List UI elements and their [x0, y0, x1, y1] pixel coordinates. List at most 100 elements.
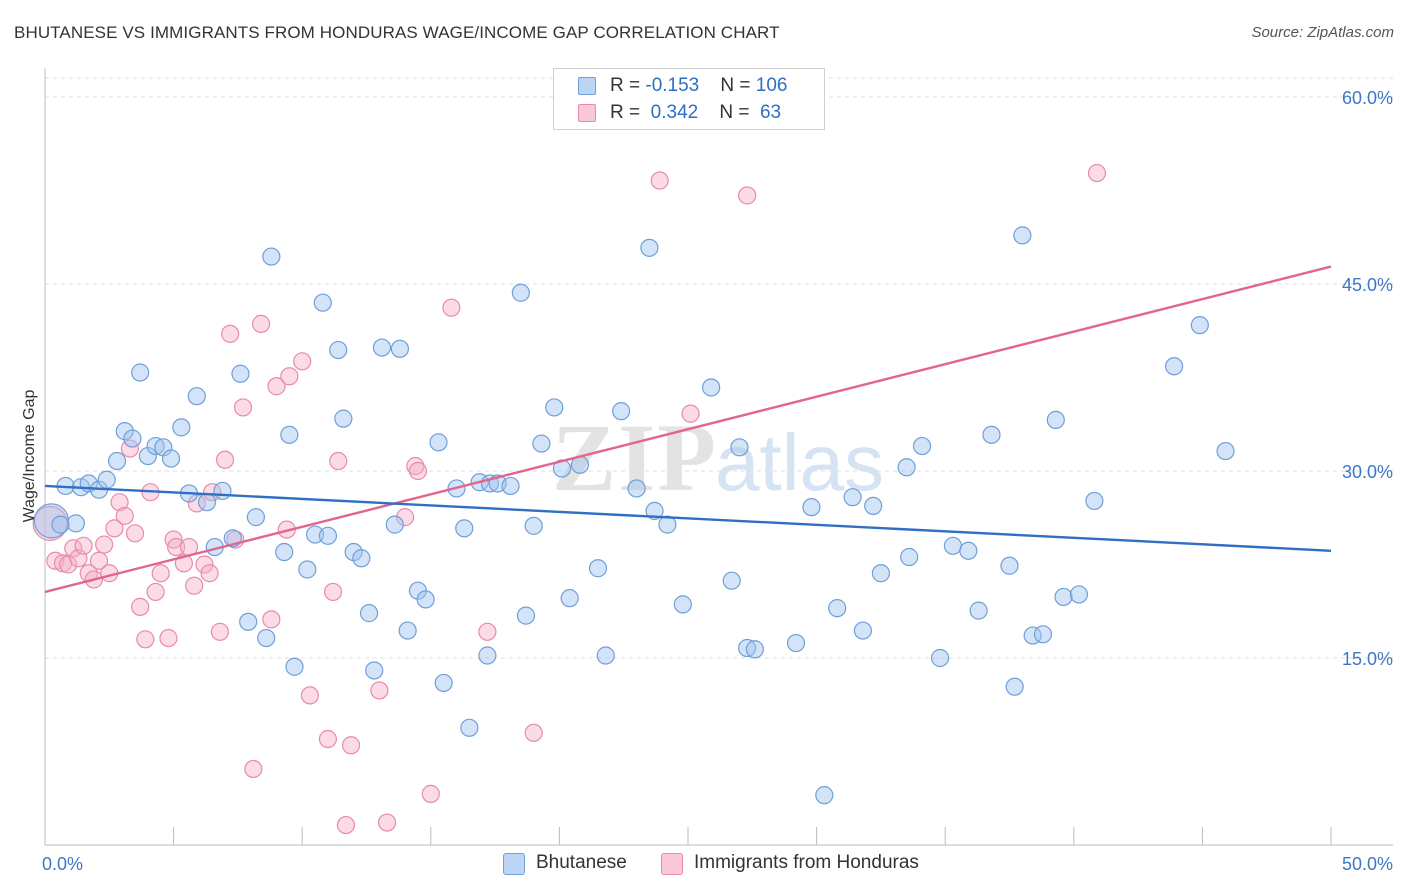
bhutanese-point — [645, 501, 664, 520]
bhutanese-point — [1165, 357, 1184, 376]
bhutanese-point — [365, 661, 384, 680]
bhutanese-point — [864, 496, 883, 516]
bhutanese-point — [257, 628, 276, 648]
source-credit: Source: ZipAtlas.com — [1251, 24, 1394, 41]
honduras-point — [329, 451, 348, 471]
bottom-legend-swatch-pink — [661, 853, 683, 875]
legend-r-value: -0.153 — [645, 75, 700, 96]
bhutanese-point — [429, 433, 448, 452]
honduras-point — [167, 537, 186, 557]
bhutanese-point — [673, 595, 692, 614]
bhutanese-point — [658, 515, 677, 534]
honduras-point — [125, 524, 145, 543]
y-tick-label: 15.0% — [1342, 649, 1393, 669]
honduras-point — [650, 171, 669, 190]
honduras-point — [406, 456, 425, 476]
bhutanese-point — [460, 718, 479, 737]
bottom-legend-label-bhutanese: Bhutanese — [536, 852, 627, 873]
bhutanese-point — [1085, 491, 1104, 511]
legend-r-label: R = — [610, 102, 646, 123]
bhutanese-trend-line — [44, 484, 1332, 552]
honduras-point — [215, 450, 235, 469]
legend-n-value: 63 — [754, 102, 782, 123]
honduras-point — [200, 564, 219, 583]
honduras-point — [210, 622, 229, 641]
bhutanese-point — [1046, 410, 1065, 429]
honduras-point — [377, 813, 397, 832]
honduras-point — [59, 555, 78, 574]
bhutanese-point — [871, 564, 891, 583]
bhutanese-point — [738, 638, 757, 658]
bhutanese-point — [516, 606, 536, 625]
bhutanese-point — [745, 640, 764, 659]
bhutanese-points — [33, 226, 1235, 805]
bhutanese-point — [802, 498, 821, 517]
legend-r-label: R = — [610, 75, 646, 96]
bhutanese-point — [359, 604, 379, 623]
honduras-point — [323, 582, 343, 602]
bhutanese-point — [285, 657, 304, 676]
x-tick-label-min: 0.0% — [42, 854, 83, 874]
bhutanese-point — [318, 526, 338, 545]
honduras-point — [478, 622, 497, 641]
bottom-legend-swatch-blue — [503, 853, 525, 875]
bhutanese-point — [1013, 226, 1032, 245]
honduras-points — [32, 163, 1107, 835]
honduras-point — [105, 519, 124, 538]
bhutanese-point — [385, 515, 404, 534]
bhutanese-point — [280, 425, 299, 444]
honduras-point — [1087, 163, 1107, 183]
bottom-legend-label-honduras: Immigrants from Honduras — [694, 852, 919, 873]
y-tick-label: 45.0% — [1342, 275, 1393, 295]
bhutanese-point — [107, 451, 127, 471]
bhutanese-point — [298, 560, 317, 579]
bhutanese-point — [161, 449, 181, 468]
bhutanese-point — [197, 493, 217, 512]
honduras-point — [341, 736, 361, 755]
bhutanese-point — [786, 633, 806, 653]
honduras-point — [681, 404, 700, 423]
bhutanese-point — [372, 338, 392, 357]
bhutanese-point — [455, 519, 474, 538]
honduras-point — [221, 324, 240, 343]
honduras-point — [151, 564, 170, 583]
honduras-point — [136, 630, 155, 649]
honduras-point — [300, 686, 320, 705]
bhutanese-point — [627, 479, 646, 498]
zipatlas-watermark: ZIP atlas — [552, 404, 884, 511]
bhutanese-point — [262, 247, 281, 266]
bhutanese-point — [982, 425, 1001, 444]
bhutanese-point — [66, 514, 85, 533]
legend-n-value: 106 — [755, 75, 788, 96]
bhutanese-point — [1000, 556, 1019, 575]
y-tick-labels: 15.0% 30.0% 45.0% 60.0% — [1342, 88, 1393, 669]
bhutanese-point — [532, 434, 551, 453]
honduras-point — [115, 506, 134, 525]
honduras-point — [262, 610, 281, 629]
legend-r-value: 0.342 — [645, 102, 699, 123]
axes — [44, 68, 1393, 846]
legend-swatch-pink — [578, 104, 596, 122]
honduras-point — [524, 723, 543, 742]
bhutanese-point — [123, 429, 142, 448]
bhutanese-point — [352, 549, 371, 568]
honduras-point — [164, 530, 183, 549]
bhutanese-point — [131, 363, 150, 382]
bhutanese-point — [416, 590, 435, 609]
bhutanese-point — [969, 601, 988, 620]
honduras-trend-line — [44, 265, 1332, 594]
bhutanese-point — [1005, 677, 1024, 696]
bhutanese-point — [97, 470, 116, 489]
legend-n-label: N = — [719, 102, 755, 123]
honduras-point — [195, 555, 214, 574]
honduras-point — [95, 535, 114, 554]
bhutanese-point — [612, 402, 631, 421]
legend-swatch-blue — [578, 77, 596, 95]
bhutanese-point — [246, 508, 266, 527]
honduras-point — [251, 314, 271, 333]
bhutanese-point — [231, 364, 250, 383]
bhutanese-point — [943, 536, 963, 555]
bhutanese-point — [843, 488, 862, 507]
honduras-point — [442, 298, 461, 317]
honduras-point — [421, 784, 440, 803]
